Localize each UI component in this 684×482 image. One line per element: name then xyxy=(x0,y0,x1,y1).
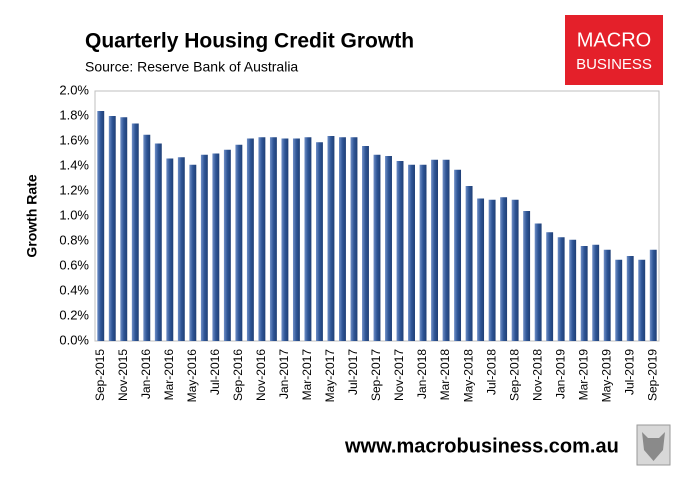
y-axis-label: Growth Rate xyxy=(24,174,40,257)
bar xyxy=(592,244,600,341)
bar xyxy=(108,116,116,341)
y-tick-label: 1.0% xyxy=(59,207,89,222)
bar xyxy=(488,199,496,341)
bar xyxy=(615,259,623,341)
x-tick-label: Nov-2017 xyxy=(392,349,406,401)
bar xyxy=(557,237,565,341)
bar xyxy=(189,164,197,341)
bar xyxy=(638,259,646,341)
logo-text: BUSINESS xyxy=(576,56,652,73)
y-tick-label: 2.0% xyxy=(59,82,89,97)
x-tick-label: Sep-2018 xyxy=(507,349,521,401)
bar xyxy=(97,111,105,341)
x-tick-label: Nov-2015 xyxy=(116,349,130,401)
bar xyxy=(166,158,174,341)
logo-text: MACRO xyxy=(577,29,651,51)
bar xyxy=(511,199,519,341)
bar xyxy=(419,164,427,341)
bar xyxy=(546,232,554,341)
x-tick-label: May-2017 xyxy=(323,349,337,403)
bar xyxy=(292,138,300,341)
y-tick-label: 0.4% xyxy=(59,282,89,297)
wolf-icon xyxy=(642,432,665,461)
x-tick-label: Mar-2018 xyxy=(438,349,452,401)
bar xyxy=(350,137,358,341)
x-tick-label: Sep-2017 xyxy=(369,349,383,401)
y-tick-label: 0.6% xyxy=(59,257,89,272)
bar xyxy=(235,144,243,341)
x-tick-label: May-2018 xyxy=(461,349,475,403)
y-tick-label: 0.8% xyxy=(59,232,89,247)
x-tick-label: Mar-2016 xyxy=(162,349,176,401)
bar xyxy=(477,198,485,341)
bar xyxy=(534,223,542,341)
bar xyxy=(626,256,634,341)
bar xyxy=(177,157,185,341)
bar xyxy=(396,161,404,341)
bar xyxy=(465,186,473,341)
bar xyxy=(212,153,220,341)
x-tick-label: Jul-2016 xyxy=(208,349,222,395)
bar xyxy=(200,154,208,341)
x-tick-label: Sep-2019 xyxy=(645,349,659,401)
bar xyxy=(154,143,162,341)
x-tick-label: Jan-2016 xyxy=(139,349,153,399)
bar xyxy=(408,164,415,341)
footer: www.macrobusiness.com.au xyxy=(344,435,619,457)
x-tick-label: Jul-2017 xyxy=(346,349,360,395)
bar xyxy=(315,142,323,341)
x-tick-label: Jan-2017 xyxy=(277,349,291,399)
logo-box xyxy=(565,15,663,85)
x-tick-label: Jan-2018 xyxy=(415,349,429,399)
x-tick-label: Mar-2017 xyxy=(300,349,314,401)
bar xyxy=(569,239,577,341)
bar xyxy=(523,211,531,341)
bar xyxy=(258,137,266,341)
bar xyxy=(120,117,128,341)
x-tick-label: Sep-2015 xyxy=(93,349,107,401)
bar xyxy=(143,134,151,341)
y-tick-label: 1.6% xyxy=(59,132,89,147)
bar xyxy=(373,154,381,341)
x-tick-label: Jul-2018 xyxy=(484,349,498,395)
bar xyxy=(246,138,254,341)
bar xyxy=(580,246,588,341)
bar xyxy=(223,149,231,341)
x-tick-label: May-2016 xyxy=(185,349,199,403)
bar xyxy=(649,249,657,341)
x-tick-label: Nov-2018 xyxy=(530,349,544,401)
chart-title: Quarterly Housing Credit Growth xyxy=(85,30,414,53)
x-tick-label: Jul-2019 xyxy=(622,349,636,395)
y-tick-label: 1.8% xyxy=(59,107,89,122)
bar xyxy=(603,249,611,341)
bar xyxy=(500,197,508,341)
bar xyxy=(339,137,346,341)
bar xyxy=(269,137,277,341)
bar xyxy=(281,138,289,341)
x-tick-label: Mar-2019 xyxy=(576,349,590,401)
bar xyxy=(131,123,139,341)
x-tick-label: Jan-2019 xyxy=(553,349,567,399)
y-tick-label: 1.4% xyxy=(59,157,89,172)
bar xyxy=(362,146,369,341)
chart-subtitle: Source: Reserve Bank of Australia xyxy=(85,59,298,75)
bar xyxy=(431,159,439,341)
x-tick-label: May-2019 xyxy=(599,349,613,403)
bar xyxy=(385,156,392,341)
bar xyxy=(454,169,462,341)
x-tick-label: Sep-2016 xyxy=(231,349,245,401)
bar xyxy=(327,136,335,341)
bar xyxy=(442,159,450,341)
bar xyxy=(304,137,312,341)
y-tick-label: 0.0% xyxy=(59,332,89,347)
y-tick-label: 1.2% xyxy=(59,182,89,197)
y-tick-label: 0.2% xyxy=(59,307,89,322)
x-tick-label: Nov-2016 xyxy=(254,349,268,401)
